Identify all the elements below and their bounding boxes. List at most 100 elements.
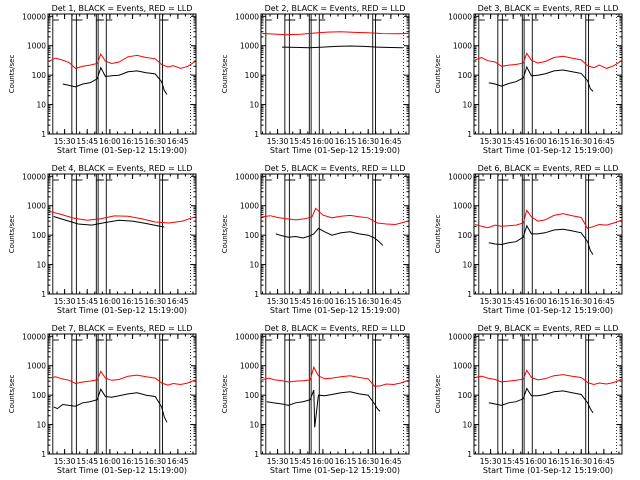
- panel-title: Det 1, BLACK = Events, RED = LLD: [52, 4, 193, 13]
- panel-title: Det 6, BLACK = Events, RED = LLD: [478, 164, 619, 173]
- x-tick-label: 15:30: [54, 297, 76, 306]
- x-tick-label: 16:15: [548, 457, 570, 466]
- y-axis-label: Counts/sec: [221, 215, 229, 254]
- plot-frame: [473, 13, 623, 135]
- y-tick-label: 10: [462, 261, 472, 270]
- y-axis-label: Counts/sec: [221, 375, 229, 414]
- y-tick-label: 10000: [235, 332, 259, 341]
- y-axis-label: Counts/sec: [434, 215, 442, 254]
- x-tick-label: 16:45: [380, 297, 402, 306]
- x-axis-label: Start Time (01-Sep-12 15:19:00): [57, 306, 187, 315]
- x-tick-label: 16:30: [357, 457, 379, 466]
- x-tick-label: 16:00: [525, 457, 547, 466]
- series-lld-line: [49, 210, 196, 224]
- x-tick-label: 16:45: [167, 457, 189, 466]
- y-tick-label: 100: [245, 391, 260, 400]
- series-lld-line: [48, 53, 196, 69]
- panel-det-6: Det 6, BLACK = Events, RED = LLD 1 10 100 10…: [434, 164, 623, 315]
- x-tick-label: 15:30: [54, 137, 76, 146]
- x-tick-label: 16:30: [144, 137, 166, 146]
- x-axis-label: Start Time (01-Sep-12 15:19:00): [483, 146, 613, 155]
- y-tick-label: 1: [467, 290, 472, 299]
- x-tick-label: 16:00: [312, 297, 334, 306]
- x-tick-label: 15:45: [502, 297, 524, 306]
- y-axis-label: Counts/sec: [8, 215, 16, 254]
- panel-det-7: Det 7, BLACK = Events, RED = LLD 1 10 100 10…: [8, 324, 197, 475]
- series-events-line: [488, 224, 594, 255]
- y-axis-label: Counts/sec: [434, 375, 442, 414]
- x-tick-label: 15:30: [267, 457, 289, 466]
- y-tick-label: 10: [249, 421, 259, 430]
- x-tick-label: 15:45: [289, 137, 311, 146]
- x-tick-label: 15:30: [480, 297, 502, 306]
- y-tick-label: 1000: [453, 202, 472, 211]
- y-tick-label: 10: [36, 261, 46, 270]
- y-tick-label: 1: [467, 130, 472, 139]
- x-tick-label: 16:30: [570, 457, 592, 466]
- x-axis-label: Start Time (01-Sep-12 15:19:00): [270, 466, 400, 475]
- plot-frame: [260, 333, 410, 455]
- y-tick-label: 1000: [240, 202, 259, 211]
- x-tick-label: 15:30: [480, 137, 502, 146]
- x-tick-label: 16:00: [99, 137, 121, 146]
- y-tick-label: 10000: [22, 332, 46, 341]
- x-tick-label: 16:45: [593, 297, 615, 306]
- x-tick-label: 16:15: [122, 297, 144, 306]
- y-tick-label: 10: [462, 421, 472, 430]
- y-tick-label: 1: [41, 290, 46, 299]
- plot-frame: [47, 173, 197, 295]
- plot-frame: [260, 173, 410, 295]
- x-tick-label: 16:00: [99, 457, 121, 466]
- x-tick-label: 16:45: [380, 457, 402, 466]
- panel-det-1: Det 1, BLACK = Events, RED = LLD 1 10 100 10…: [8, 4, 197, 155]
- series-lld-line: [475, 369, 622, 386]
- x-tick-label: 16:15: [548, 297, 570, 306]
- x-tick-label: 16:15: [335, 137, 357, 146]
- x-tick-label: 16:00: [312, 457, 334, 466]
- y-tick-label: 1: [254, 450, 259, 459]
- x-tick-label: 16:15: [335, 457, 357, 466]
- x-tick-label: 16:15: [548, 137, 570, 146]
- y-tick-label: 100: [32, 231, 47, 240]
- y-tick-label: 1000: [453, 362, 472, 371]
- x-tick-label: 15:45: [289, 297, 311, 306]
- panel-title: Det 8, BLACK = Events, RED = LLD: [265, 324, 406, 333]
- x-tick-label: 16:15: [335, 297, 357, 306]
- x-tick-label: 15:30: [480, 457, 502, 466]
- x-tick-label: 16:45: [167, 137, 189, 146]
- plot-frame: [260, 13, 410, 135]
- x-tick-label: 15:45: [76, 457, 98, 466]
- panel-title: Det 7, BLACK = Events, RED = LLD: [52, 324, 193, 333]
- panel-title: Det 3, BLACK = Events, RED = LLD: [478, 4, 619, 13]
- x-tick-label: 16:30: [570, 137, 592, 146]
- x-axis-label: Start Time (01-Sep-12 15:19:00): [270, 306, 400, 315]
- x-tick-label: 16:00: [525, 297, 547, 306]
- x-tick-label: 16:45: [167, 297, 189, 306]
- y-tick-label: 1: [41, 450, 46, 459]
- x-tick-label: 16:00: [312, 137, 334, 146]
- y-tick-label: 100: [458, 71, 473, 80]
- series-events-line: [266, 389, 381, 428]
- y-tick-label: 10000: [448, 12, 472, 21]
- series-events-line: [488, 387, 594, 414]
- series-events-line: [282, 45, 403, 49]
- series-lld-line: [262, 207, 409, 226]
- y-tick-label: 10000: [235, 172, 259, 181]
- x-tick-label: 16:15: [122, 137, 144, 146]
- series-lld-line: [262, 365, 409, 387]
- x-tick-label: 16:15: [122, 457, 144, 466]
- y-axis-label: Counts/sec: [221, 55, 229, 94]
- y-tick-label: 1: [254, 290, 259, 299]
- panel-title: Det 2, BLACK = Events, RED = LLD: [265, 4, 406, 13]
- x-tick-label: 15:45: [76, 137, 98, 146]
- y-tick-label: 100: [458, 391, 473, 400]
- plot-frame: [47, 333, 197, 455]
- y-tick-label: 10: [462, 101, 472, 110]
- plot-frame: [47, 13, 197, 135]
- y-tick-label: 10000: [22, 172, 46, 181]
- series-events-line: [488, 65, 594, 92]
- y-tick-label: 10000: [22, 12, 46, 21]
- y-tick-label: 100: [32, 71, 47, 80]
- y-tick-label: 100: [245, 231, 260, 240]
- y-tick-label: 1000: [240, 42, 259, 51]
